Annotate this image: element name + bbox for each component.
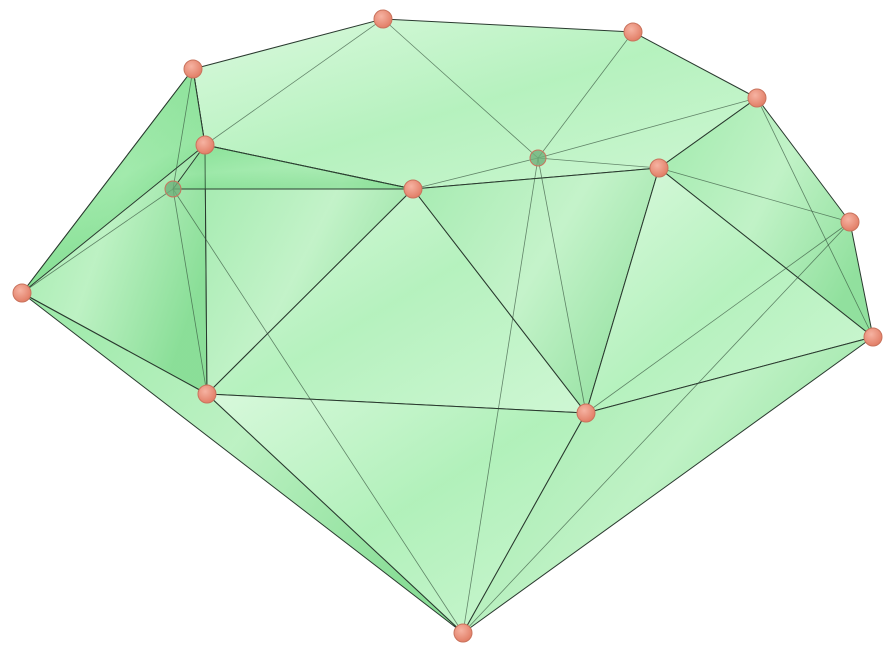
- vertex-b: [624, 23, 642, 41]
- vertex-m: [454, 624, 472, 642]
- vertex-a: [374, 10, 392, 28]
- vertex-n: [530, 150, 546, 166]
- vertex-i: [13, 284, 31, 302]
- vertex-c: [748, 89, 766, 107]
- vertex-h: [841, 213, 859, 231]
- vertex-l: [577, 404, 595, 422]
- facet-10: [207, 394, 586, 633]
- polyhedron-faces: [22, 19, 873, 633]
- vertex-o: [165, 181, 181, 197]
- vertex-e: [196, 136, 214, 154]
- vertex-f: [404, 180, 422, 198]
- vertex-d: [184, 60, 202, 78]
- vertex-k: [198, 385, 216, 403]
- vertex-j: [864, 328, 882, 346]
- vertex-g: [650, 159, 668, 177]
